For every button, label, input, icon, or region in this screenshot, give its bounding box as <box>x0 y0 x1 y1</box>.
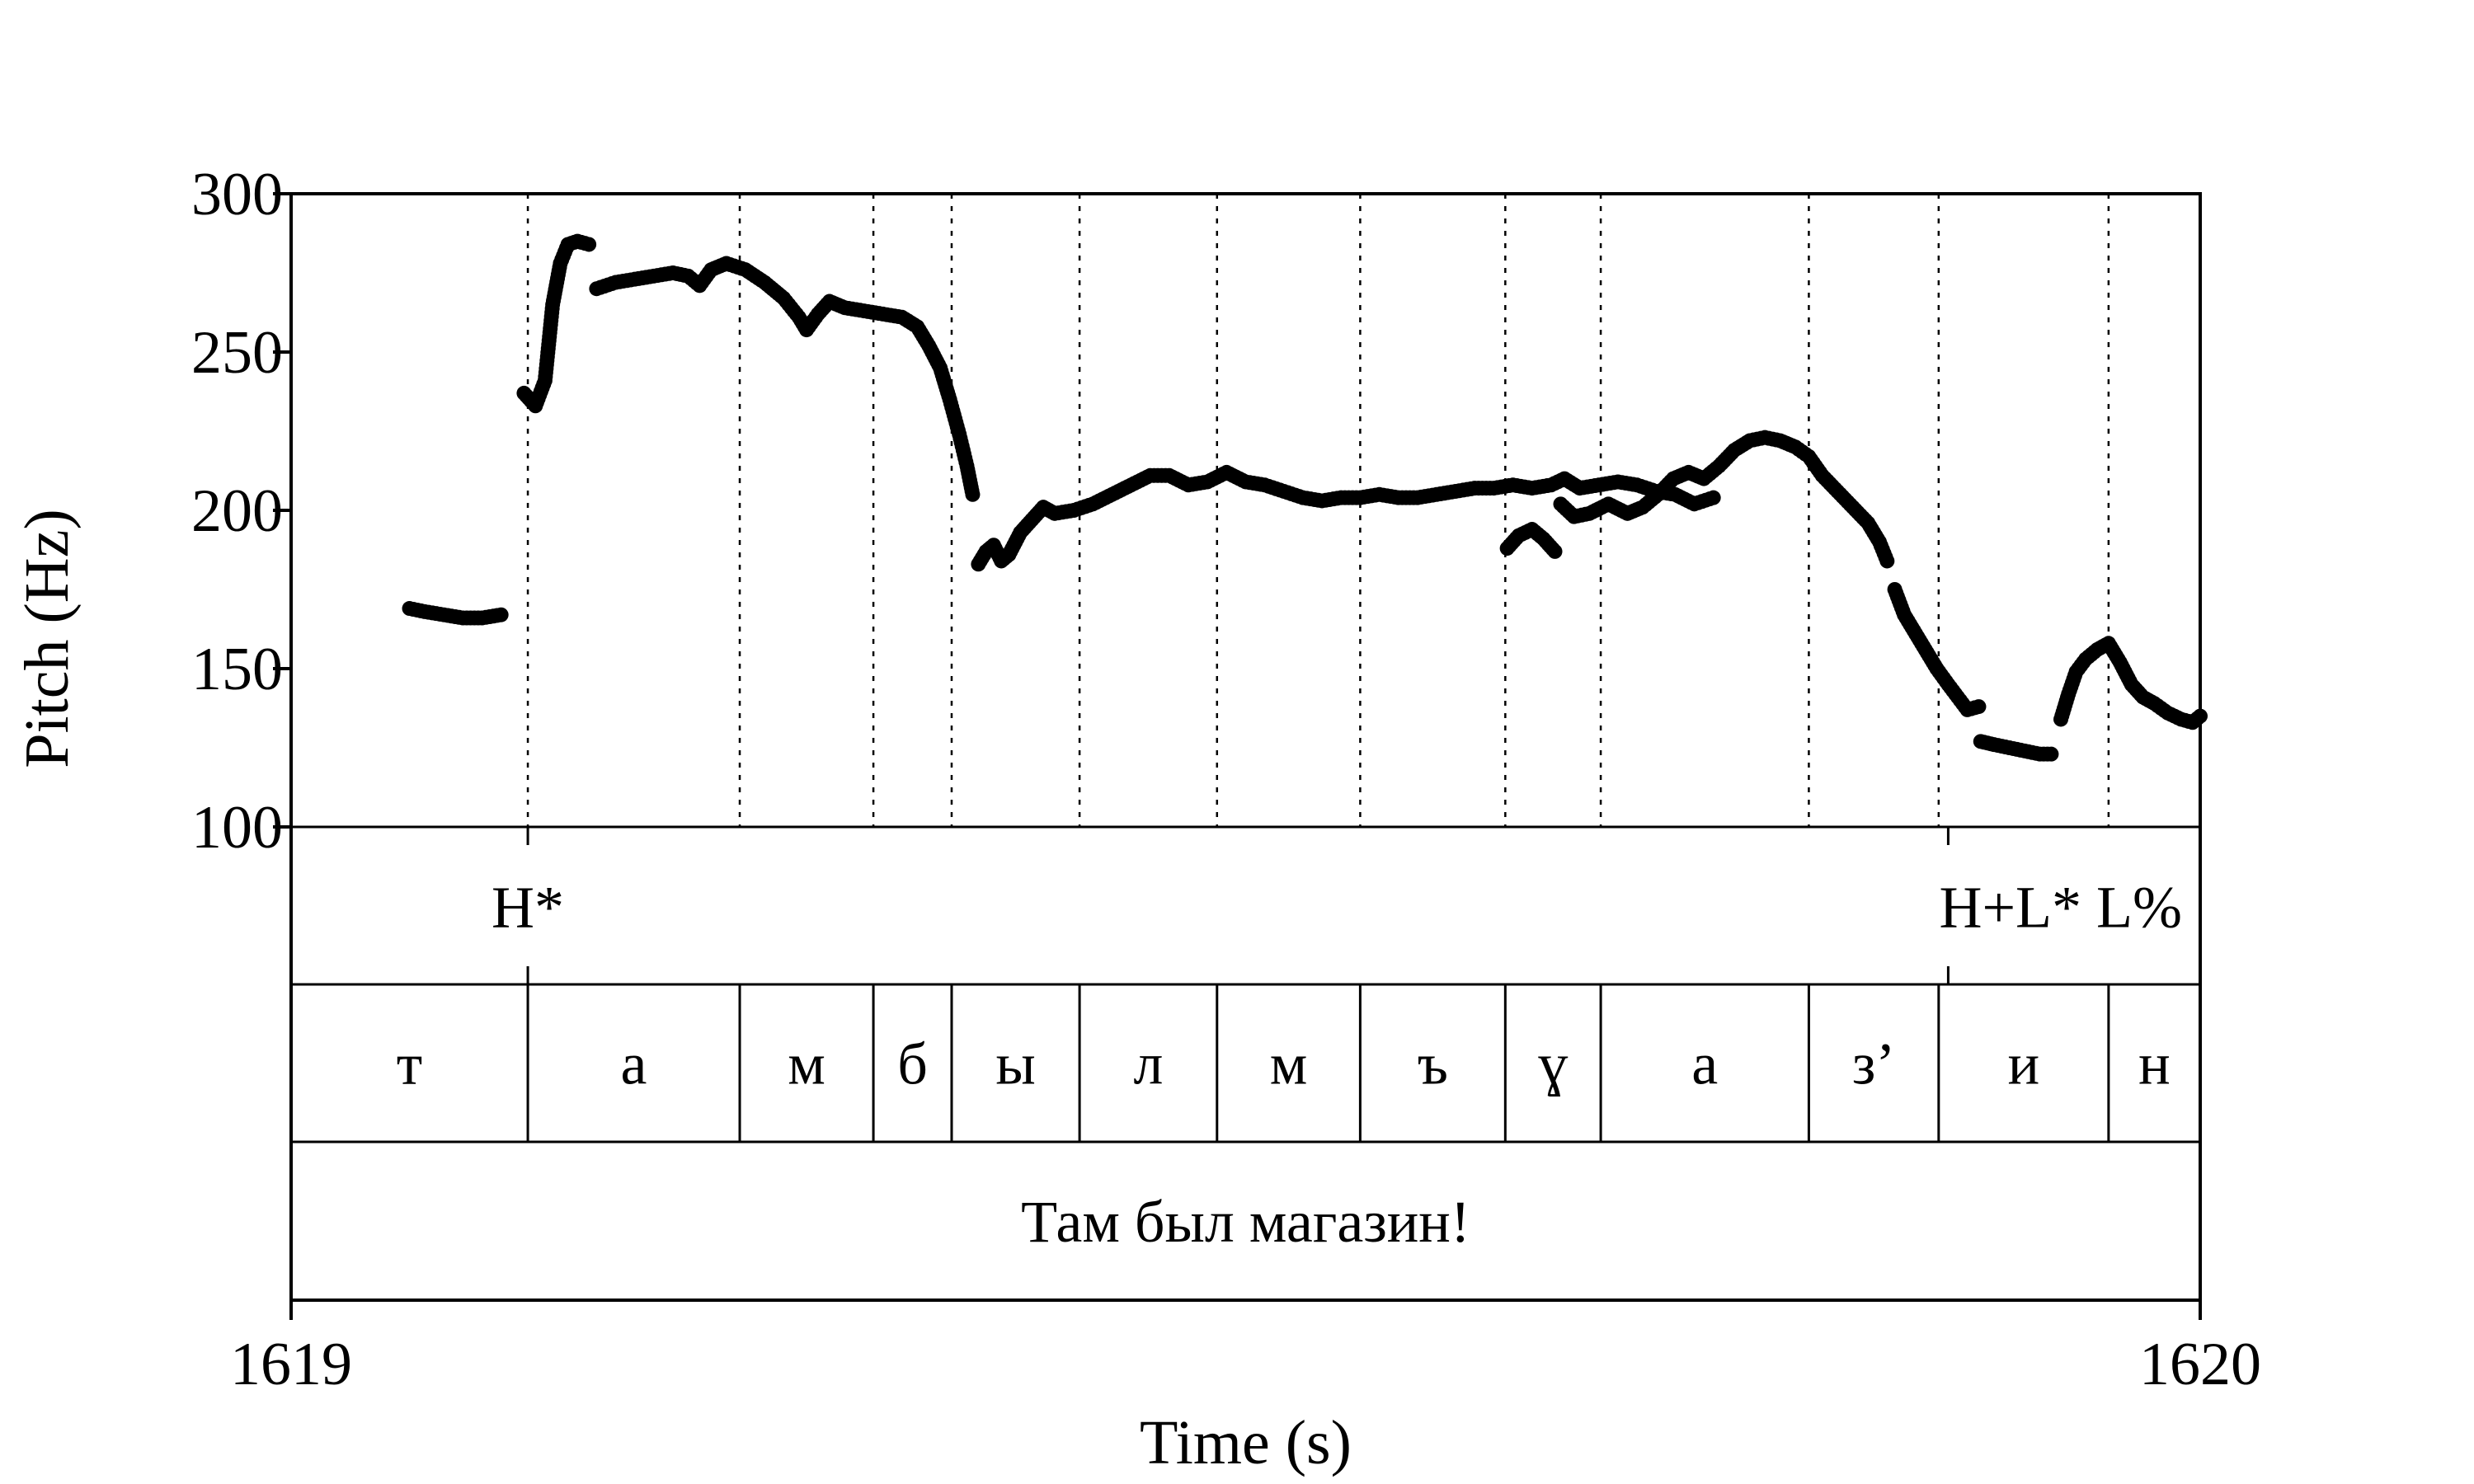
pitch-point <box>581 237 597 252</box>
segment-label: и <box>2008 1031 2040 1097</box>
plot-frame <box>289 192 2202 1302</box>
sentence-label: Там был магазин! <box>1021 1189 1470 1255</box>
pitch-point <box>1971 699 1987 715</box>
x-axis-label: Time (s) <box>1140 1408 1352 1477</box>
segment-label: з’ <box>1852 1031 1895 1097</box>
segment-label: б <box>897 1031 928 1097</box>
pitch-point <box>1547 543 1563 559</box>
pitch-point <box>493 607 509 622</box>
segment-label: ɣ <box>1538 1031 1568 1097</box>
segment-label: а <box>621 1031 647 1097</box>
tone-label-h-star: H* <box>492 875 564 941</box>
y-tick-label: 250 <box>191 319 283 387</box>
y-tick-label: 300 <box>191 161 283 228</box>
segment-label: ы <box>995 1031 1035 1097</box>
segment-label: т <box>397 1031 422 1097</box>
segment-label: м <box>788 1031 825 1097</box>
x-tick-label: 1620 <box>2139 1331 2261 1398</box>
pitch-point <box>1705 490 1721 505</box>
segment-label: а <box>1691 1031 1718 1097</box>
segment-label: м <box>1270 1031 1308 1097</box>
tier-lines <box>291 825 2200 1144</box>
segment-label: ъ <box>1418 1031 1448 1097</box>
segment-label: н <box>2138 1031 2171 1097</box>
y-tick-label: 150 <box>191 636 283 703</box>
tier-labels: т а м б ы л м ъ ɣ а з’ и н H* H+L* L% Там был магазин! <box>397 875 2182 1256</box>
pitch-point <box>965 486 981 502</box>
pitch-point <box>2044 746 2059 762</box>
tone-label-h-l-star-l-pct: H+L* L% <box>1939 875 2182 941</box>
y-tick-label: 100 <box>191 794 283 862</box>
pitch-point <box>1879 553 1895 569</box>
y-tick-label: 200 <box>191 477 283 545</box>
y-axis-label: Pitch (Hz) <box>12 509 82 768</box>
segment-label: л <box>1133 1031 1163 1097</box>
axis-ticks: 100 150 200 250 300 1619 1620 <box>191 161 2261 1398</box>
pitch-track <box>402 233 2208 762</box>
x-tick-label: 1619 <box>230 1331 352 1398</box>
